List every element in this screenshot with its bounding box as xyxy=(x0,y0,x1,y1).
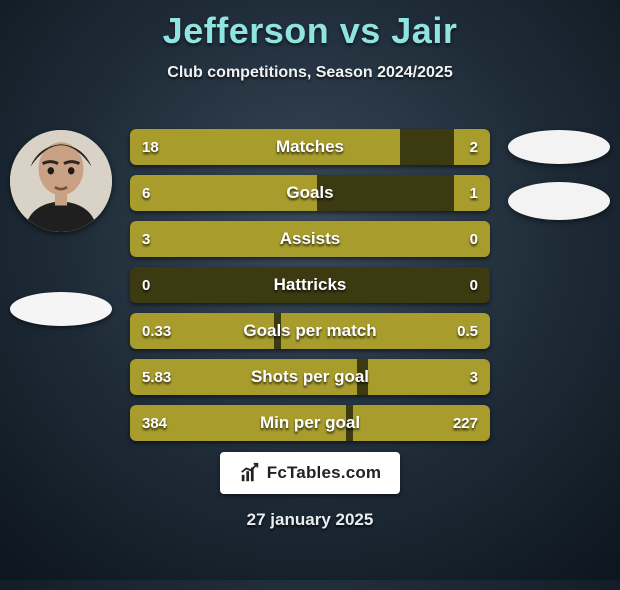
player-right-avatar-placeholder-1 xyxy=(508,130,610,164)
stat-row: 5.83Shots per goal3 xyxy=(130,359,490,395)
player-right-panel xyxy=(508,130,610,220)
page-title: Jefferson vs Jair xyxy=(0,10,620,52)
stat-value-right: 0.5 xyxy=(457,313,478,349)
stat-fill-left xyxy=(130,221,490,257)
stat-value-left: 3 xyxy=(142,221,150,257)
stats-table: 18Matches26Goals13Assists00Hattricks00.3… xyxy=(130,129,490,451)
stat-value-left: 18 xyxy=(142,129,159,165)
player-left-avatar xyxy=(10,130,112,232)
chart-icon xyxy=(239,462,261,484)
generated-date: 27 january 2025 xyxy=(0,510,620,530)
stat-value-left: 0.33 xyxy=(142,313,171,349)
stat-value-right: 1 xyxy=(470,175,478,211)
stat-value-right: 3 xyxy=(470,359,478,395)
stat-row: 6Goals1 xyxy=(130,175,490,211)
stat-value-right: 2 xyxy=(470,129,478,165)
player-right-avatar-placeholder-2 xyxy=(508,182,610,220)
stat-fill-left xyxy=(130,129,400,165)
stat-row: 3Assists0 xyxy=(130,221,490,257)
stat-value-left: 6 xyxy=(142,175,150,211)
site-logo[interactable]: FcTables.com xyxy=(220,452,400,494)
player-left-name-pill xyxy=(10,292,112,326)
page-subtitle: Club competitions, Season 2024/2025 xyxy=(0,64,620,82)
stat-row: 0Hattricks0 xyxy=(130,267,490,303)
stat-row: 18Matches2 xyxy=(130,129,490,165)
player-left-panel xyxy=(10,130,112,326)
stat-value-left: 384 xyxy=(142,405,167,441)
stat-value-right: 0 xyxy=(470,221,478,257)
stat-value-left: 5.83 xyxy=(142,359,171,395)
stat-row: 0.33Goals per match0.5 xyxy=(130,313,490,349)
stat-value-left: 0 xyxy=(142,267,150,303)
site-logo-text: FcTables.com xyxy=(267,463,382,483)
stat-fill-left xyxy=(130,175,317,211)
stat-value-right: 0 xyxy=(470,267,478,303)
stat-value-right: 227 xyxy=(453,405,478,441)
avatar-placeholder-icon xyxy=(10,130,112,232)
stat-label: Hattricks xyxy=(130,267,490,303)
stat-row: 384Min per goal227 xyxy=(130,405,490,441)
